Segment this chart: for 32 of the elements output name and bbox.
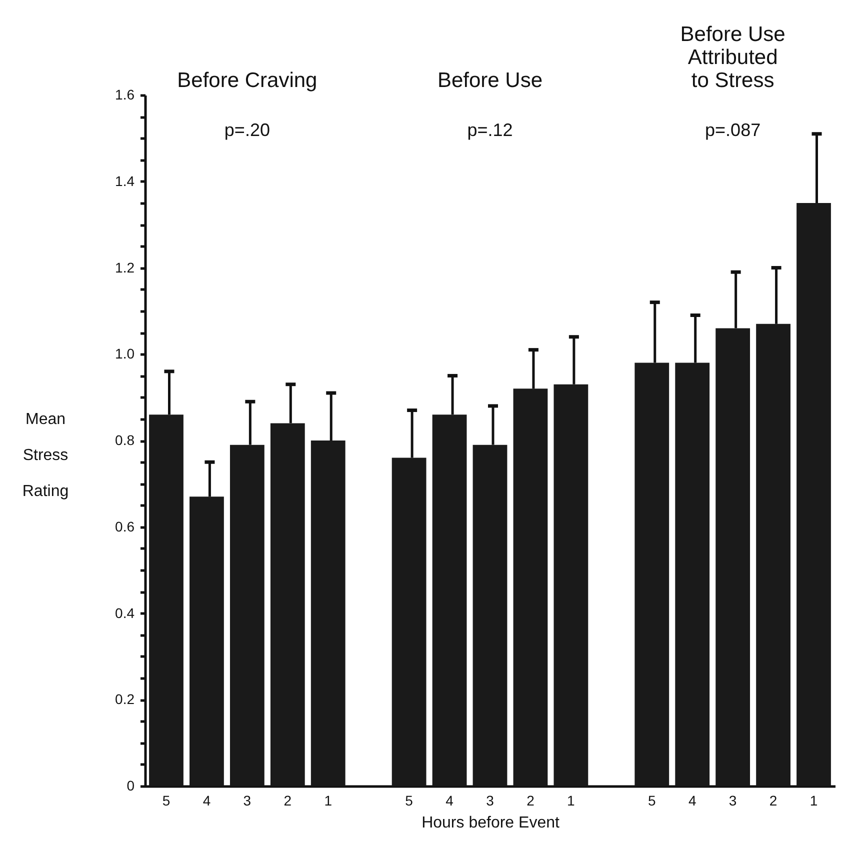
y-axis-title: Mean Stress Rating <box>22 411 69 500</box>
x-tick-label: 4 <box>688 792 696 808</box>
y-tick-label: 0.2 <box>115 691 135 708</box>
x-tick-label: 5 <box>648 792 656 808</box>
x-tick-label: 1 <box>324 792 332 808</box>
y-tick-label: 1.2 <box>115 259 135 276</box>
y-tick-label: 0.8 <box>115 432 135 448</box>
x-tick-label: 2 <box>284 792 292 808</box>
annotation: p=.087 <box>705 120 761 140</box>
x-axis-title: Hours before Event <box>422 814 560 832</box>
x-tick-label: 3 <box>243 792 252 808</box>
y-tick-label: 1.6 <box>115 86 135 102</box>
y-tick-label: 0.6 <box>115 518 135 534</box>
x-tick-label: 5 <box>405 792 414 808</box>
y-tick-label: 1.0 <box>115 346 135 362</box>
text: Before Use <box>437 69 543 92</box>
y-tick-label: 1.4 <box>115 172 135 189</box>
annotation: p=.20 <box>224 120 270 140</box>
text: Before Craving <box>177 69 318 92</box>
y-tick-label: 0 <box>126 778 135 794</box>
x-tick-label: 4 <box>446 792 454 808</box>
x-tick-label: 2 <box>526 792 535 808</box>
x-tick-label: 2 <box>769 792 778 808</box>
x-tick-label: 3 <box>486 792 494 808</box>
y-tick-label: 0.4 <box>115 604 135 621</box>
x-tick-label: 1 <box>810 792 818 808</box>
x-tick-label: 4 <box>202 792 211 808</box>
annotation: p=.12 <box>467 120 513 140</box>
x-tick-label: 1 <box>567 792 576 808</box>
text: Before Use Attributed to Stress <box>680 23 786 92</box>
x-tick-label: 5 <box>162 792 170 808</box>
x-tick-label: 3 <box>728 792 737 808</box>
